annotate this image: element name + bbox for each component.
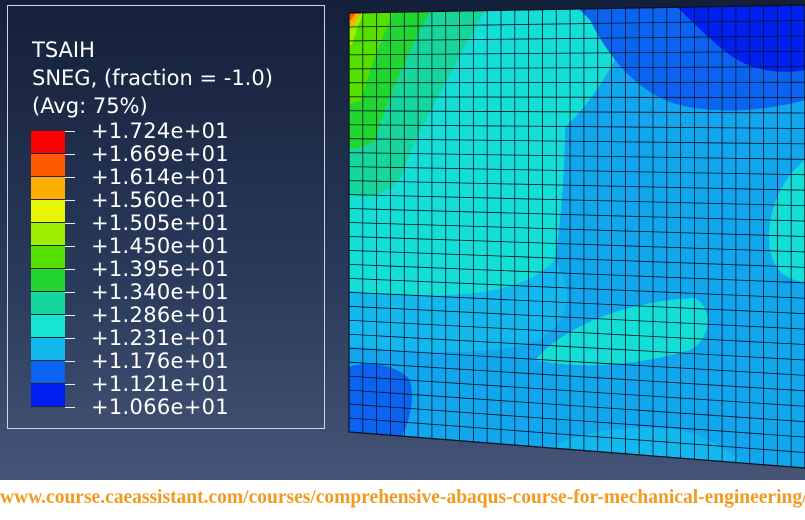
mesh-line bbox=[348, 417, 805, 453]
mesh-line bbox=[348, 361, 805, 392]
mesh-line bbox=[348, 375, 805, 407]
mesh-line bbox=[348, 403, 805, 438]
legend-value-label: +1.121e+01 bbox=[91, 372, 229, 396]
mesh-line bbox=[348, 152, 805, 160]
legend-value-label: +1.505e+01 bbox=[91, 211, 229, 235]
legend-value-label: +1.724e+01 bbox=[91, 119, 229, 143]
legend-value-label: +1.286e+01 bbox=[91, 303, 229, 327]
mesh-line bbox=[348, 264, 805, 284]
legend-swatch bbox=[31, 361, 65, 384]
mesh-line bbox=[348, 110, 805, 114]
mesh-line bbox=[348, 66, 805, 70]
legend-value-label: +1.340e+01 bbox=[91, 280, 229, 304]
legend-swatch bbox=[31, 246, 65, 269]
mesh-line bbox=[348, 50, 805, 56]
legend-value-label: +1.614e+01 bbox=[91, 165, 229, 189]
legend-value-label: +1.560e+01 bbox=[91, 188, 229, 212]
mesh-line bbox=[348, 166, 805, 176]
legend-tick bbox=[65, 177, 75, 178]
legend-swatch bbox=[31, 338, 65, 361]
plate-outline bbox=[348, 4, 805, 469]
legend-tick bbox=[65, 361, 75, 362]
legend-swatch bbox=[31, 269, 65, 292]
mesh-line bbox=[348, 35, 805, 42]
course-url-link[interactable]: www.course.caeassistant.com/courses/comp… bbox=[0, 487, 805, 508]
contour-plot-viewport[interactable] bbox=[340, 0, 805, 480]
mesh-line bbox=[348, 194, 805, 207]
legend-variable-name: TSAIH bbox=[32, 38, 95, 62]
legend-swatch bbox=[31, 315, 65, 338]
mesh-line bbox=[348, 222, 805, 237]
mesh-line bbox=[348, 180, 805, 191]
legend-tick bbox=[65, 384, 75, 385]
legend-value-label: +1.066e+01 bbox=[91, 395, 229, 419]
legend-swatch bbox=[31, 384, 65, 407]
contour-legend: TSAIH SNEG, (fraction = -1.0) (Avg: 75%)… bbox=[7, 5, 325, 429]
footer-banner: www.course.caeassistant.com/courses/comp… bbox=[0, 480, 805, 520]
legend-value-label: +1.450e+01 bbox=[91, 234, 229, 258]
mesh-line bbox=[348, 20, 805, 28]
mesh-line bbox=[348, 389, 805, 423]
legend-value-label: +1.669e+01 bbox=[91, 142, 229, 166]
legend-tick bbox=[65, 407, 75, 408]
legend-swatch bbox=[31, 177, 65, 200]
legend-value-label: +1.231e+01 bbox=[91, 326, 229, 350]
mesh-line bbox=[348, 250, 805, 268]
legend-tick bbox=[65, 292, 75, 293]
legend-tick bbox=[65, 154, 75, 155]
legend-tick bbox=[65, 315, 75, 316]
mesh-line bbox=[348, 333, 805, 361]
legend-swatch bbox=[31, 292, 65, 315]
legend-swatch bbox=[31, 200, 65, 223]
legend-ticks bbox=[65, 131, 75, 411]
mesh-line bbox=[348, 236, 805, 253]
mesh-line bbox=[348, 291, 805, 315]
legend-swatch bbox=[31, 131, 65, 154]
legend-tick bbox=[65, 223, 75, 224]
mesh-line bbox=[348, 138, 805, 145]
mesh-line bbox=[348, 124, 805, 129]
legend-tick bbox=[65, 338, 75, 339]
mesh-line bbox=[348, 208, 805, 222]
mesh-line bbox=[348, 305, 805, 330]
legend-tick bbox=[65, 269, 75, 270]
legend-color-bar bbox=[31, 131, 65, 408]
mesh-line bbox=[348, 96, 805, 98]
mesh-grid bbox=[348, 4, 805, 469]
stress-contour-field bbox=[349, 5, 805, 468]
legend-value-label: +1.395e+01 bbox=[91, 257, 229, 281]
mesh-line bbox=[348, 319, 805, 345]
mesh-line bbox=[348, 81, 805, 84]
mesh-line bbox=[348, 347, 805, 376]
legend-swatch bbox=[31, 223, 65, 246]
legend-tick bbox=[65, 246, 75, 247]
mesh-line bbox=[348, 277, 805, 299]
legend-tick bbox=[65, 200, 75, 201]
legend-value-label: +1.176e+01 bbox=[91, 349, 229, 373]
legend-component: SNEG, (fraction = -1.0) bbox=[32, 66, 273, 90]
legend-swatch bbox=[31, 154, 65, 177]
legend-averaging: (Avg: 75%) bbox=[32, 94, 148, 118]
legend-tick bbox=[65, 131, 75, 132]
